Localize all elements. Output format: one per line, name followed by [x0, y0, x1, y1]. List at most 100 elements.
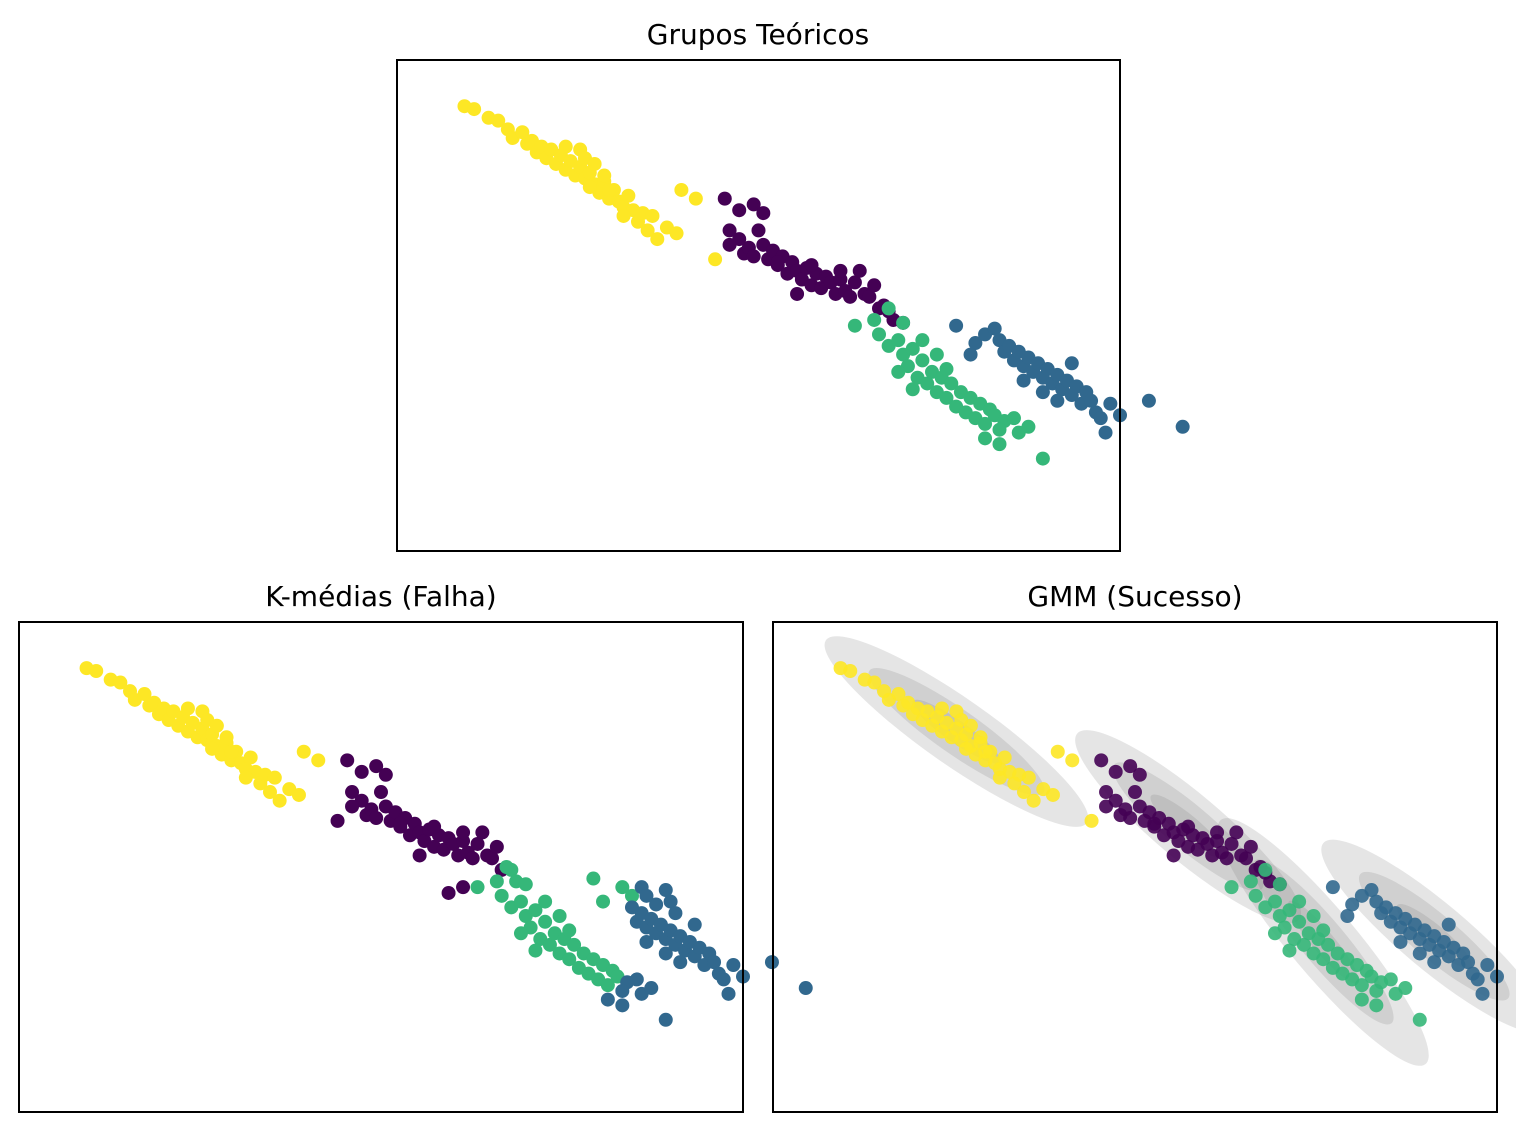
- data-point: [586, 871, 601, 886]
- data-point: [721, 986, 736, 1001]
- data-point: [205, 741, 220, 756]
- data-point: [1147, 816, 1162, 831]
- data-point: [494, 888, 509, 903]
- data-point: [978, 744, 993, 759]
- data-point: [663, 894, 678, 909]
- data-point: [1094, 753, 1109, 768]
- data-point: [491, 113, 506, 128]
- data-point: [243, 750, 258, 765]
- data-point: [959, 741, 974, 756]
- data-point: [1258, 862, 1273, 877]
- data-point: [707, 955, 722, 970]
- data-point: [751, 223, 766, 238]
- data-point: [688, 191, 703, 206]
- data-point: [470, 880, 485, 895]
- data-point: [939, 362, 954, 377]
- data-point: [915, 333, 930, 348]
- data-point: [562, 952, 577, 967]
- data-point: [562, 923, 577, 938]
- data-point: [272, 793, 287, 808]
- data-point: [847, 318, 862, 333]
- data-point: [716, 972, 731, 987]
- data-point: [558, 139, 573, 154]
- data-point: [1093, 411, 1108, 426]
- data-point: [764, 955, 779, 970]
- data-point: [499, 860, 514, 874]
- data-point: [1021, 770, 1036, 785]
- data-point: [862, 289, 877, 304]
- data-point: [978, 431, 993, 446]
- data-point: [528, 943, 543, 958]
- data-point: [1016, 785, 1031, 800]
- data-point: [219, 730, 234, 745]
- gaussian-ellipses: [824, 636, 1516, 1066]
- data-point: [1141, 393, 1156, 408]
- data-point: [746, 249, 761, 264]
- data-point: [1316, 923, 1331, 938]
- data-point: [538, 894, 553, 909]
- data-point: [629, 972, 644, 987]
- data-point: [1098, 425, 1113, 440]
- data-point: [963, 347, 978, 362]
- data-point: [1123, 759, 1138, 774]
- data-point: [467, 102, 482, 117]
- data-point: [345, 799, 360, 814]
- data-point: [311, 753, 326, 768]
- data-point: [1239, 851, 1254, 866]
- data-point: [1166, 848, 1181, 863]
- data-point: [867, 675, 882, 690]
- data-point: [621, 188, 636, 203]
- data-point: [891, 333, 906, 348]
- data-point: [456, 880, 471, 895]
- data-point: [330, 813, 345, 828]
- data-point: [717, 191, 732, 206]
- data-point: [1248, 888, 1263, 903]
- data-point: [354, 764, 369, 779]
- data-point: [412, 848, 427, 863]
- data-point: [489, 839, 504, 854]
- scatter-points: [833, 661, 1504, 1027]
- data-point: [872, 327, 886, 342]
- data-point: [963, 718, 978, 733]
- data-point: [518, 877, 533, 892]
- data-point: [1364, 883, 1379, 898]
- data-point: [1243, 874, 1258, 889]
- data-point: [973, 730, 988, 745]
- data-point: [1369, 998, 1384, 1013]
- data-point: [1345, 897, 1360, 912]
- data-point: [867, 278, 882, 293]
- data-point: [267, 770, 282, 785]
- data-point: [896, 315, 911, 330]
- data-point: [1412, 946, 1427, 961]
- data-point: [1316, 952, 1331, 967]
- data-point: [600, 978, 615, 993]
- data-point: [915, 353, 930, 368]
- data-point: [515, 125, 530, 140]
- axes-frame: [772, 621, 1498, 1113]
- data-point: [369, 759, 384, 774]
- data-point: [867, 312, 882, 327]
- data-point: [1475, 986, 1490, 1001]
- panel-k-medias: K-médias (Falha): [18, 580, 813, 1113]
- data-point: [1108, 764, 1123, 779]
- data-point: [587, 156, 602, 171]
- data-point: [987, 321, 1002, 336]
- data-point: [369, 811, 384, 825]
- data-point: [658, 883, 673, 898]
- data-point: [992, 422, 1007, 437]
- data-point: [224, 744, 239, 759]
- data-point: [770, 255, 785, 270]
- data-point: [615, 880, 630, 895]
- data-point: [615, 983, 630, 998]
- data-point: [992, 437, 1007, 452]
- data-point: [513, 894, 528, 909]
- data-point: [180, 701, 195, 716]
- data-point: [1272, 877, 1287, 892]
- data-point: [615, 998, 630, 1013]
- data-point: [1267, 926, 1282, 941]
- data-point: [1398, 981, 1413, 996]
- data-point: [1021, 419, 1036, 434]
- data-point: [1006, 411, 1021, 426]
- data-point: [1383, 972, 1398, 987]
- data-point: [929, 347, 944, 362]
